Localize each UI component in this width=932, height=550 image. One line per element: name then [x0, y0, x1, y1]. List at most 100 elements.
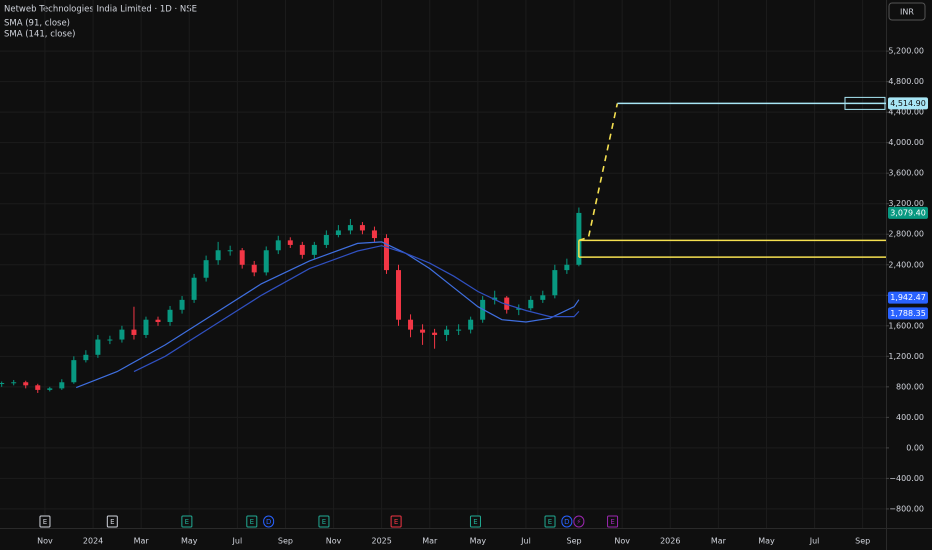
candle: [383, 234, 389, 274]
event-marker: [106, 515, 118, 528]
candle: [83, 350, 89, 363]
y-tick-label: −800.00: [889, 504, 924, 513]
grid: [0, 0, 886, 528]
candle: [155, 316, 161, 326]
event-marker: [390, 515, 402, 528]
candle-body: [396, 270, 402, 320]
candle-body: [383, 238, 389, 271]
candle-body: [251, 264, 257, 273]
y-tick-label: 0.00: [906, 443, 924, 452]
candle: [203, 255, 209, 282]
event-marker: [181, 515, 193, 528]
price-tag: [888, 291, 928, 304]
candle-body: [155, 319, 161, 322]
candle: [396, 264, 402, 326]
candle-body: [23, 382, 29, 386]
y-tick-label: −400.00: [889, 474, 924, 483]
y-tick-label: 1,600.00: [888, 321, 924, 330]
event-label: E: [322, 518, 326, 526]
legend-entry: SMA (141, close): [4, 30, 75, 40]
candle: [420, 324, 426, 345]
candle-body: [408, 319, 414, 330]
event-marker: [39, 515, 51, 528]
y-tick-label: 800.00: [896, 382, 924, 391]
x-tick-label: Mar: [711, 537, 727, 546]
candle: [408, 314, 414, 338]
candle-body: [371, 230, 377, 239]
candle-body: [456, 329, 462, 331]
candle-body: [59, 382, 65, 389]
candle-body: [47, 388, 53, 390]
candle-body: [540, 295, 546, 300]
price-tag: [888, 307, 928, 320]
candle: [131, 306, 137, 340]
candle: [444, 325, 450, 342]
sma-line: [133, 245, 580, 373]
y-tick-label: 3,200.00: [888, 199, 924, 208]
candle: [468, 316, 474, 334]
candle-body: [552, 270, 558, 296]
candle-body: [564, 264, 570, 271]
candle: [251, 260, 257, 277]
candle: [263, 246, 269, 276]
chart-title: Netweb Technologies India Limited · 1D ·…: [4, 5, 197, 15]
candle-body: [444, 329, 450, 335]
x-tick-label: May: [758, 537, 775, 546]
price-tag: [888, 206, 928, 219]
candle: [287, 237, 293, 248]
candle: [23, 380, 29, 389]
x-tick-label: 2026: [660, 537, 680, 546]
candle-body: [167, 309, 173, 322]
x-tick-label: Nov: [37, 537, 53, 546]
event-label: E: [43, 518, 47, 526]
candle-body: [347, 225, 353, 231]
candle-body: [11, 382, 17, 384]
candle-body: [71, 360, 77, 383]
price-tag-label: 1,788.35: [890, 309, 926, 318]
candle: [299, 241, 305, 259]
candle: [540, 290, 546, 303]
candle: [564, 258, 570, 274]
price-tag-label: 4,514.90: [890, 99, 926, 108]
candle: [371, 226, 377, 242]
candle-body: [215, 250, 221, 261]
event-label: E: [394, 518, 398, 526]
x-tick-label: Nov: [326, 537, 342, 546]
y-tick-label: 4,000.00: [888, 138, 924, 147]
candle: [167, 305, 173, 326]
candle: [95, 334, 101, 358]
candle: [359, 222, 365, 235]
event-marker: [469, 515, 481, 528]
currency[interactable]: INR: [900, 8, 914, 17]
candle: [71, 356, 77, 384]
event-marker: [246, 515, 258, 528]
candle: [35, 383, 41, 393]
event-label: D: [266, 518, 271, 526]
event-marker: [573, 515, 585, 528]
x-tick-label: Sep: [278, 537, 293, 546]
x-tick-label: Jul: [232, 537, 243, 546]
event-label: D: [564, 518, 569, 526]
candle-body: [119, 329, 125, 340]
price-tag-label: 1,942.47: [890, 293, 926, 302]
y-tick-label: 4,800.00: [888, 77, 924, 86]
candle-body: [83, 354, 89, 361]
projection-line: [578, 103, 619, 242]
x-tick-label: May: [470, 537, 487, 546]
x-tick-label: 2024: [83, 537, 103, 546]
candle-body: [576, 212, 582, 265]
candle: [47, 386, 53, 392]
currency-button[interactable]: [888, 2, 926, 21]
candle: [456, 324, 462, 335]
event-marker: [561, 515, 573, 528]
candle: [311, 241, 317, 259]
event-marker: [318, 515, 330, 528]
candle: [492, 290, 498, 305]
event-marker: [263, 515, 275, 528]
x-tick-label: Sep: [567, 537, 582, 546]
candle-body: [287, 240, 293, 245]
target-tag-outline: [844, 96, 886, 110]
candle: [552, 264, 558, 299]
